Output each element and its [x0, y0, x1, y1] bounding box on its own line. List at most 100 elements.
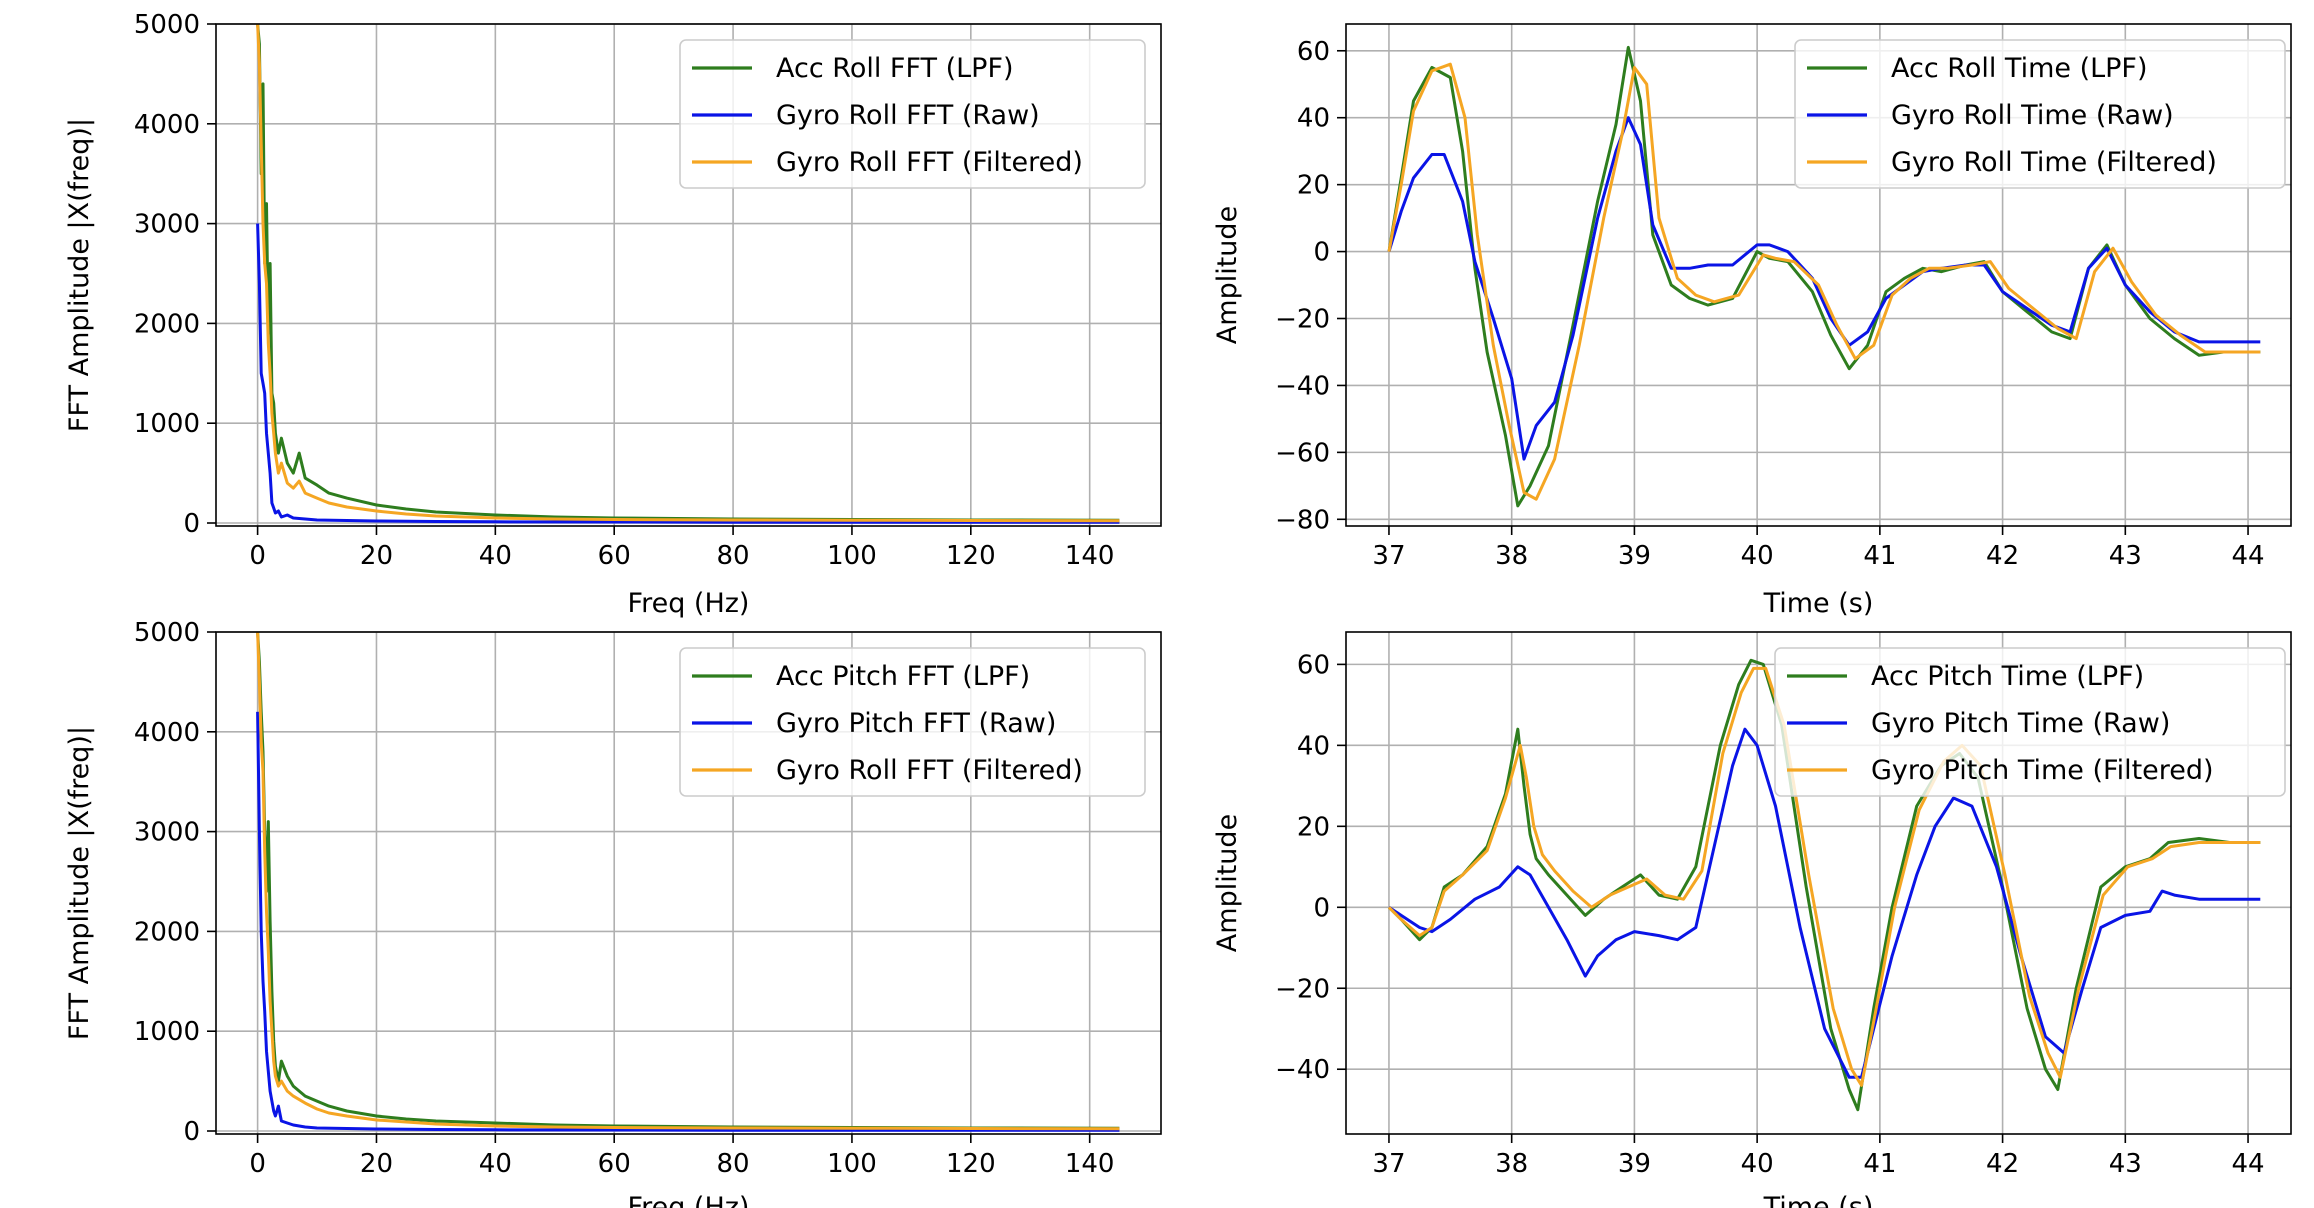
x-tick-label: 60	[598, 1149, 631, 1179]
y-tick-label: 5000	[134, 618, 200, 648]
panel-pitch-fft: 0 20 40 60 80 100 120 140 0 1000 2000 3000 4000 5000 F…	[64, 618, 1162, 1208]
x-tick-label: 37	[1372, 1149, 1405, 1179]
series-line-3	[256, 632, 1120, 1131]
legend: Acc Pitch Time (LPF) Gyro Pitch Time (Raw…	[1774, 647, 2286, 797]
y-tick-label: 5000	[134, 10, 200, 40]
x-tick-label: 39	[1618, 541, 1651, 571]
plot-frame	[215, 23, 1162, 527]
x-tick-label: 120	[946, 541, 996, 571]
x-axis-label: Freq (Hz)	[628, 588, 750, 619]
x-tick-label: 41	[1863, 1149, 1896, 1179]
y-tick-label: 20	[1297, 171, 1330, 201]
legend-label: Gyro Pitch Time (Raw)	[1871, 708, 2170, 739]
x-tick-label: 40	[1741, 1149, 1774, 1179]
legend: Acc Roll FFT (LPF) Gyro Roll FFT (Raw) Gyr…	[679, 39, 1146, 189]
x-tick-label: 43	[2109, 541, 2142, 571]
x-tick-label: 80	[717, 541, 750, 571]
x-tick-label: 42	[1986, 1149, 2019, 1179]
x-tick-label: 44	[2231, 1149, 2264, 1179]
series-line-2	[1388, 727, 2261, 1079]
x-tick-label: 38	[1495, 1149, 1528, 1179]
legend-label: Acc Roll FFT (LPF)	[776, 53, 1014, 84]
panel-roll-time: 37 38 39 40 41 42 43 44 −80 −60 −40 −20 0 20 40 60 Time …	[1212, 23, 2292, 619]
y-tick-label: −80	[1275, 505, 1330, 535]
series-line-3	[1387, 666, 2261, 1087]
y-tick-label: 60	[1297, 37, 1330, 67]
y-axis-label: FFT Amplitude |X(freq)|	[64, 726, 95, 1040]
plot-frame	[1345, 23, 2292, 527]
series-line-3	[1387, 62, 2261, 501]
legend-label: Gyro Roll FFT (Filtered)	[776, 755, 1083, 786]
legend-label: Gyro Roll FFT (Filtered)	[776, 147, 1083, 178]
x-tick-label: 20	[360, 1149, 393, 1179]
x-tick-label: 140	[1065, 1149, 1115, 1179]
x-tick-label: 120	[946, 1149, 996, 1179]
x-tick-label: 42	[1986, 541, 2019, 571]
y-axis-label: Amplitude	[1212, 206, 1243, 344]
y-axis-label: Amplitude	[1212, 814, 1243, 952]
y-tick-label: 20	[1297, 812, 1330, 842]
x-tick-label: 100	[827, 541, 877, 571]
x-tick-label: 40	[1741, 541, 1774, 571]
series-line-2	[1387, 116, 2261, 461]
y-tick-label: 4000	[134, 110, 200, 140]
legend-label: Gyro Roll FFT (Raw)	[776, 100, 1040, 131]
y-tick-label: −20	[1275, 305, 1330, 335]
legend-box	[1774, 647, 2286, 797]
x-tick-label: 40	[479, 541, 512, 571]
x-tick-label: 37	[1372, 541, 1405, 571]
y-tick-label: 40	[1297, 731, 1330, 761]
x-tick-label: 44	[2231, 541, 2264, 571]
series-line-2	[256, 223, 1120, 524]
x-tick-label: 100	[827, 1149, 877, 1179]
legend-box	[679, 647, 1146, 797]
y-tick-label: 40	[1297, 104, 1330, 134]
y-axis-label: FFT Amplitude |X(freq)|	[64, 118, 95, 432]
legend-label: Acc Pitch FFT (LPF)	[776, 661, 1030, 692]
x-axis-label: Time (s)	[1763, 1192, 1874, 1208]
x-tick-label: 41	[1863, 541, 1896, 571]
y-tick-label: 60	[1297, 650, 1330, 680]
y-tick-label: 0	[1313, 893, 1330, 923]
legend: Acc Pitch FFT (LPF) Gyro Pitch FFT (Raw) G…	[679, 647, 1146, 797]
series-line-2	[256, 711, 1120, 1132]
legend-label: Acc Pitch Time (LPF)	[1871, 661, 2144, 692]
y-tick-label: −40	[1275, 371, 1330, 401]
x-tick-label: 38	[1495, 541, 1528, 571]
legend-label: Gyro Roll Time (Filtered)	[1891, 147, 2217, 178]
y-tick-label: 3000	[134, 818, 200, 848]
x-tick-label: 0	[249, 1149, 266, 1179]
y-tick-label: 0	[183, 509, 200, 539]
legend-box	[679, 39, 1146, 189]
y-tick-label: 4000	[134, 718, 200, 748]
x-axis-label: Freq (Hz)	[628, 1192, 750, 1208]
y-tick-label: 2000	[134, 917, 200, 947]
plot-frame	[215, 631, 1162, 1135]
x-tick-label: 39	[1618, 1149, 1651, 1179]
y-tick-label: −20	[1275, 974, 1330, 1004]
x-tick-label: 20	[360, 541, 393, 571]
plot-frame	[1345, 631, 2292, 1135]
x-tick-label: 140	[1065, 541, 1115, 571]
y-tick-label: 3000	[134, 210, 200, 240]
legend-label: Acc Roll Time (LPF)	[1891, 53, 2148, 84]
legend-box	[1794, 39, 2286, 189]
y-tick-label: −60	[1275, 438, 1330, 468]
y-tick-label: 1000	[134, 1017, 200, 1047]
y-tick-label: 2000	[134, 309, 200, 339]
legend: Acc Roll Time (LPF) Gyro Roll Time (Raw) G…	[1794, 39, 2286, 189]
x-tick-label: 80	[717, 1149, 750, 1179]
series-line-1	[256, 24, 1120, 522]
y-tick-label: −40	[1275, 1055, 1330, 1085]
x-axis-label: Time (s)	[1763, 588, 1874, 619]
panel-roll-fft: 0 20 40 60 80 100 120 140 0 1000 2000 3000 4000 5000 F…	[64, 10, 1162, 619]
x-tick-label: 0	[249, 541, 266, 571]
legend-label: Gyro Roll Time (Raw)	[1891, 100, 2174, 131]
y-tick-label: 0	[1313, 238, 1330, 268]
x-tick-label: 43	[2109, 1149, 2142, 1179]
x-tick-label: 40	[479, 1149, 512, 1179]
panel-pitch-time: 37 38 39 40 41 42 43 44 −40 −20 0 20 40 60 Time (s) Amp…	[1212, 631, 2292, 1208]
legend-label: Gyro Pitch FFT (Raw)	[776, 708, 1056, 739]
series-line-3	[256, 24, 1120, 523]
